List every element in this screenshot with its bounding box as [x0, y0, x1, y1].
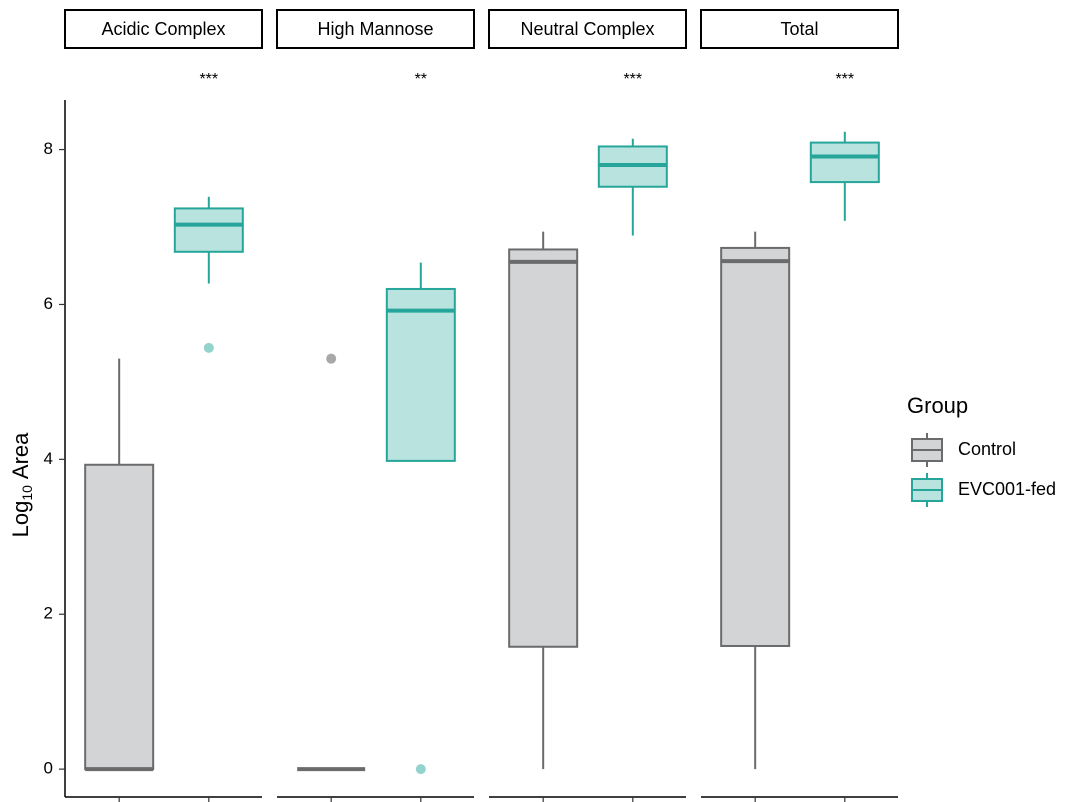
- box: [385, 287, 456, 462]
- y-label-tail: Area: [8, 432, 33, 479]
- significance-label: ***: [623, 71, 642, 88]
- box: [84, 463, 155, 771]
- y-tick-label: 4: [44, 449, 53, 468]
- y-label-subscript: 10: [19, 485, 35, 501]
- y-tick-label: 0: [44, 759, 53, 778]
- facet-title: Total: [780, 19, 818, 39]
- legend-label: EVC001-fed: [958, 479, 1056, 499]
- outlier: [203, 342, 214, 353]
- legend-title: Group: [907, 393, 968, 418]
- y-axis-label: Log10 Area: [8, 432, 35, 538]
- y-tick-label: 6: [44, 294, 53, 313]
- y-label-base: Log: [8, 501, 33, 538]
- significance-label: ***: [199, 71, 218, 88]
- significance-label: ***: [835, 71, 854, 88]
- legend-label: Control: [958, 439, 1016, 459]
- facet-strip: [64, 9, 263, 49]
- box: [173, 207, 244, 253]
- outlier: [415, 764, 426, 775]
- y-tick-label: 8: [44, 139, 53, 158]
- facet-title: High Mannose: [317, 19, 433, 39]
- facet-strip: [700, 9, 899, 49]
- facet-title: Acidic Complex: [101, 19, 225, 39]
- facet-title: Neutral Complex: [520, 19, 654, 39]
- y-tick-label: 2: [44, 604, 53, 623]
- facet-strip: [488, 9, 687, 49]
- facet-strip: [276, 9, 475, 49]
- box: [809, 141, 880, 184]
- box: [508, 248, 579, 648]
- outlier: [326, 353, 337, 364]
- significance-label: **: [415, 71, 427, 88]
- box: [720, 246, 791, 647]
